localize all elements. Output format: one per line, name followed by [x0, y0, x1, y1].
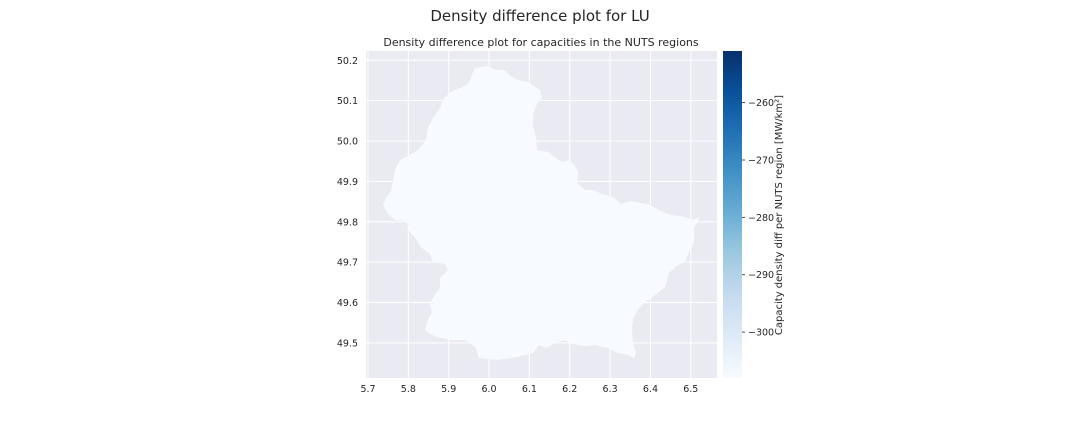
colorbar-tick-label: −280 [748, 213, 774, 224]
region-lu [383, 66, 700, 360]
colorbar-tick-label: −290 [748, 270, 774, 281]
y-tick-label: 49.9 [337, 177, 358, 188]
x-tick-label: 5.8 [401, 384, 416, 395]
x-tick-label: 6.3 [603, 384, 618, 395]
colorbar-label: Capacity density diff per NUTS region [M… [774, 95, 785, 335]
y-tick-label: 50.2 [337, 56, 358, 67]
map-axes: 5.7 5.8 5.9 6.0 6.1 6.2 6.3 6.4 6.5 49.5 49.6 49.7… [337, 51, 717, 395]
y-tick-label: 49.5 [337, 338, 358, 349]
colorbar-tick-label: −260 [748, 98, 774, 109]
y-tick-label: 50.0 [337, 137, 358, 148]
figure-suptitle: Density difference plot for LU [430, 7, 649, 25]
x-tick-label: 6.0 [481, 384, 496, 395]
colorbar: −300 −290 −280 −270 −260 Capacity density di… [723, 51, 785, 378]
y-tick-label: 50.1 [337, 96, 358, 107]
x-tick-label: 6.2 [562, 384, 577, 395]
colorbar-tick-label: −300 [748, 328, 774, 339]
x-tick-label: 6.5 [683, 384, 698, 395]
axes-title: Density difference plot for capacities i… [383, 36, 699, 49]
y-tick-label: 49.8 [337, 217, 358, 228]
colorbar-gradient [723, 51, 742, 378]
y-axis-ticks: 49.5 49.6 49.7 49.8 49.9 50.0 50.1 50.2 [337, 56, 358, 350]
colorbar-ticks: −300 −290 −280 −270 −260 [742, 98, 774, 339]
colorbar-tick-label: −270 [748, 156, 774, 167]
x-tick-label: 5.9 [441, 384, 456, 395]
y-tick-label: 49.6 [337, 298, 358, 309]
x-tick-label: 6.4 [643, 384, 658, 395]
x-axis-ticks: 5.7 5.8 5.9 6.0 6.1 6.2 6.3 6.4 6.5 [360, 384, 698, 395]
x-tick-label: 6.1 [522, 384, 537, 395]
x-tick-label: 5.7 [360, 384, 375, 395]
y-tick-label: 49.7 [337, 258, 358, 269]
